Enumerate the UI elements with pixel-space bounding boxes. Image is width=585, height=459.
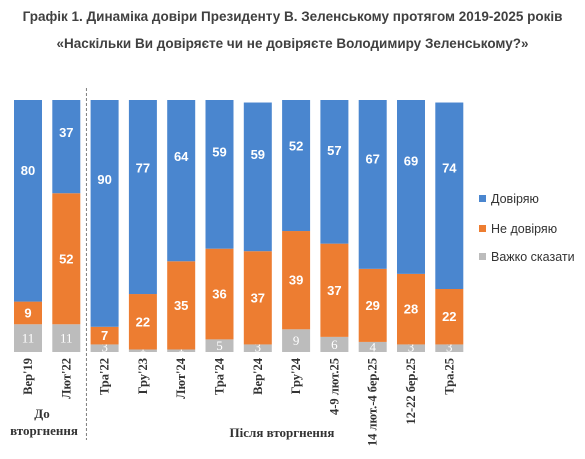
bar-hard-to-say-1 <box>52 324 81 352</box>
bar-hard-to-say-0 <box>14 324 42 352</box>
data-label-trust-2: 90 <box>97 172 111 187</box>
group-label-after: Після вторгнення <box>230 425 335 440</box>
bar-trust-5 <box>205 100 234 249</box>
data-label-distrust-2: 7 <box>101 328 108 343</box>
x-tick-label-11: Тра.25 <box>442 358 456 395</box>
group-label-before-line1: До <box>34 406 49 421</box>
data-label-distrust-8: 37 <box>327 283 341 298</box>
legend-label-distrust: Не довіряю <box>491 222 557 236</box>
x-tick-label-8: 4-9 лют.25 <box>327 358 341 415</box>
data-label-trust-0: 80 <box>21 163 35 178</box>
bar-hard-to-say-6 <box>243 344 272 352</box>
data-label-hard-to-say-6: 3 <box>255 340 262 355</box>
legend-label-hard-to-say: Важко сказати <box>491 250 575 264</box>
group-label-before-line2: вторгнення <box>10 423 78 438</box>
bar-distrust-0 <box>14 301 42 325</box>
data-label-trust-8: 57 <box>327 143 341 158</box>
bar-hard-to-say-2 <box>90 344 119 352</box>
bar-hard-to-say-11 <box>435 344 464 352</box>
data-label-distrust-0: 9 <box>24 305 31 320</box>
bar-hard-to-say-7 <box>282 329 311 352</box>
data-label-hard-to-say-9: 4 <box>369 340 376 355</box>
bar-hard-to-say-8 <box>320 336 349 352</box>
bar-hard-to-say-3 <box>128 349 157 352</box>
bar-hard-to-say-9 <box>358 341 387 352</box>
legend-swatch-hard-to-say <box>479 253 486 260</box>
bar-distrust-5 <box>205 248 234 340</box>
data-label-trust-3: 77 <box>136 160 150 175</box>
x-tick-label-7: Гру'24 <box>289 357 303 394</box>
data-label-hard-to-say-0: 11 <box>22 331 35 346</box>
bar-hard-to-say-10 <box>397 344 425 352</box>
bar-trust-7 <box>282 100 311 232</box>
data-label-distrust-3: 22 <box>136 314 150 329</box>
bar-trust-10 <box>397 100 425 274</box>
data-label-distrust-10: 28 <box>404 302 418 317</box>
data-label-hard-to-say-2: 3 <box>101 340 108 355</box>
data-label-trust-10: 69 <box>404 153 418 168</box>
legend-swatch-trust <box>479 195 486 202</box>
data-label-hard-to-say-5: 5 <box>216 338 223 353</box>
data-label-distrust-1: 52 <box>59 251 73 266</box>
x-tick-label-0: Вер'19 <box>21 358 35 395</box>
bar-distrust-6 <box>243 251 272 345</box>
bar-distrust-7 <box>282 231 311 330</box>
x-tick-label-3: Гру'23 <box>136 358 150 394</box>
data-label-distrust-11: 22 <box>442 309 456 324</box>
data-label-trust-5: 59 <box>212 145 226 160</box>
x-tick-label-4: Лют'24 <box>174 357 188 399</box>
data-label-distrust-4: 35 <box>174 298 188 313</box>
bar-distrust-11 <box>435 289 464 345</box>
data-label-hard-to-say-1: 11 <box>60 331 73 346</box>
bar-trust-3 <box>128 100 157 295</box>
bar-trust-0 <box>14 100 42 302</box>
data-label-hard-to-say-7: 9 <box>293 333 300 348</box>
bar-distrust-2 <box>90 326 119 345</box>
bar-trust-4 <box>167 100 196 262</box>
bar-distrust-8 <box>320 243 349 337</box>
data-label-hard-to-say-10: 3 <box>408 340 415 355</box>
bar-trust-1 <box>52 100 81 194</box>
bar-distrust-9 <box>358 268 387 342</box>
x-tick-label-1: Лют'22 <box>59 358 73 399</box>
x-tick-label-10: 12-22 бер.25 <box>404 358 418 425</box>
data-label-trust-4: 64 <box>174 149 189 164</box>
data-label-trust-6: 59 <box>251 147 265 162</box>
data-label-hard-to-say-11: 3 <box>446 340 453 355</box>
bar-distrust-1 <box>52 193 81 325</box>
bar-hard-to-say-4 <box>167 349 196 352</box>
bar-trust-6 <box>243 102 272 252</box>
data-label-hard-to-say-8: 6 <box>331 337 338 352</box>
bar-distrust-3 <box>128 294 157 350</box>
data-label-trust-11: 74 <box>442 160 457 175</box>
data-label-distrust-5: 36 <box>212 287 226 302</box>
data-label-distrust-9: 29 <box>365 298 379 313</box>
legend-label-trust: Довіряю <box>491 192 539 206</box>
bar-hard-to-say-5 <box>205 339 234 352</box>
data-label-trust-1: 37 <box>59 125 73 140</box>
x-tick-label-9: 14 лют.-4 бер.25 <box>366 358 380 446</box>
bar-trust-2 <box>90 100 119 327</box>
bar-distrust-10 <box>397 273 425 345</box>
bar-trust-8 <box>320 100 349 244</box>
legend-swatch-distrust <box>479 225 486 232</box>
data-label-trust-9: 67 <box>365 152 379 167</box>
chart-subtitle: «Наскільки Ви довіряєте чи не довіряєте … <box>56 36 529 51</box>
x-tick-label-2: Тра'22 <box>98 358 112 395</box>
x-tick-label-5: Тра'24 <box>213 357 227 395</box>
chart-title: Графік 1. Динаміка довіри Президенту В. … <box>22 9 563 24</box>
data-label-distrust-7: 39 <box>289 273 303 288</box>
bar-distrust-4 <box>167 261 196 350</box>
bar-trust-11 <box>435 102 464 290</box>
bar-trust-9 <box>358 100 387 269</box>
data-label-trust-7: 52 <box>289 138 303 153</box>
x-tick-label-6: Вер'24 <box>251 357 265 395</box>
data-label-distrust-6: 37 <box>251 290 265 305</box>
